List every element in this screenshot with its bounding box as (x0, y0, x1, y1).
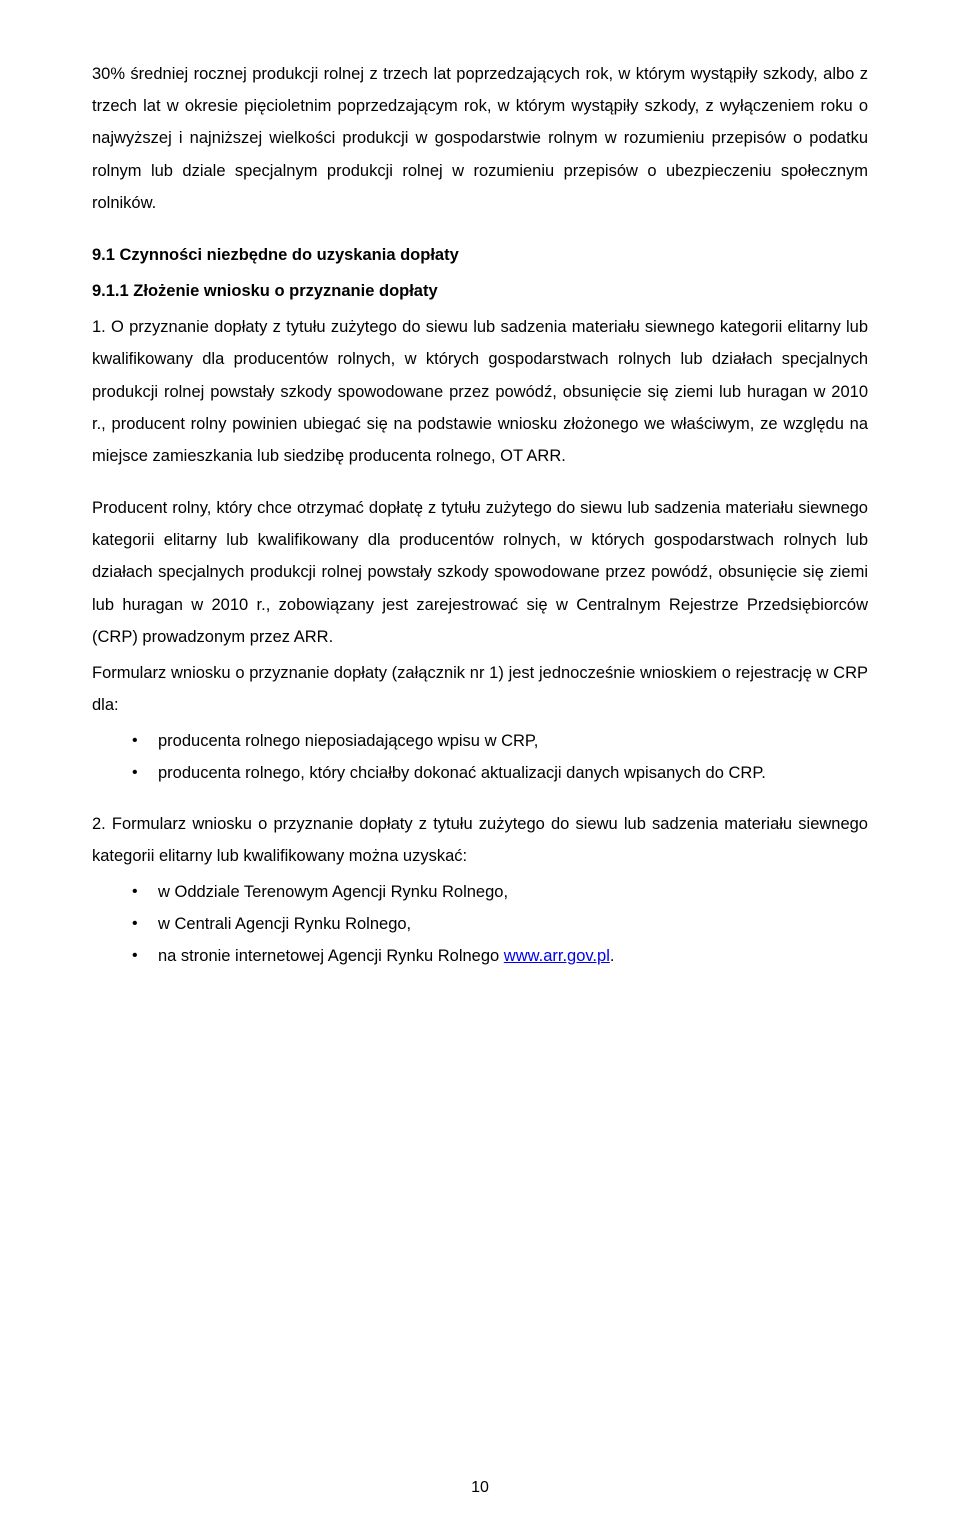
page-number: 10 (0, 1479, 960, 1497)
paragraph-1: 1. O przyznanie dopłaty z tytułu zużyteg… (92, 311, 868, 472)
list-item: w Oddziale Terenowym Agencji Rynku Rolne… (132, 876, 868, 908)
list-item: na stronie internetowej Agencji Rynku Ro… (132, 940, 868, 972)
section-heading-9-1: 9.1 Czynności niezbędne do uzyskania dop… (92, 239, 868, 271)
document-page: 30% średniej rocznej produkcji rolnej z … (0, 0, 960, 1537)
external-link[interactable]: www.arr.gov.pl (504, 947, 610, 965)
list-item-text: na stronie internetowej Agencji Rynku Ro… (158, 947, 504, 965)
paragraph-2: Producent rolny, który chce otrzymać dop… (92, 492, 868, 653)
bullet-list-2: w Oddziale Terenowym Agencji Rynku Rolne… (92, 876, 868, 973)
list-item: producenta rolnego nieposiadającego wpis… (132, 725, 868, 757)
subsection-heading-9-1-1: 9.1.1 Złożenie wniosku o przyznanie dopł… (92, 275, 868, 307)
list-item: w Centrali Agencji Rynku Rolnego, (132, 908, 868, 940)
intro-paragraph: 30% średniej rocznej produkcji rolnej z … (92, 58, 868, 219)
paragraph-3: Formularz wniosku o przyznanie dopłaty (… (92, 657, 868, 721)
paragraph-4: 2. Formularz wniosku o przyznanie dopłat… (92, 808, 868, 872)
list-item-suffix: . (610, 947, 615, 965)
bullet-list-1: producenta rolnego nieposiadającego wpis… (92, 725, 868, 789)
list-item: producenta rolnego, który chciałby dokon… (132, 757, 868, 789)
